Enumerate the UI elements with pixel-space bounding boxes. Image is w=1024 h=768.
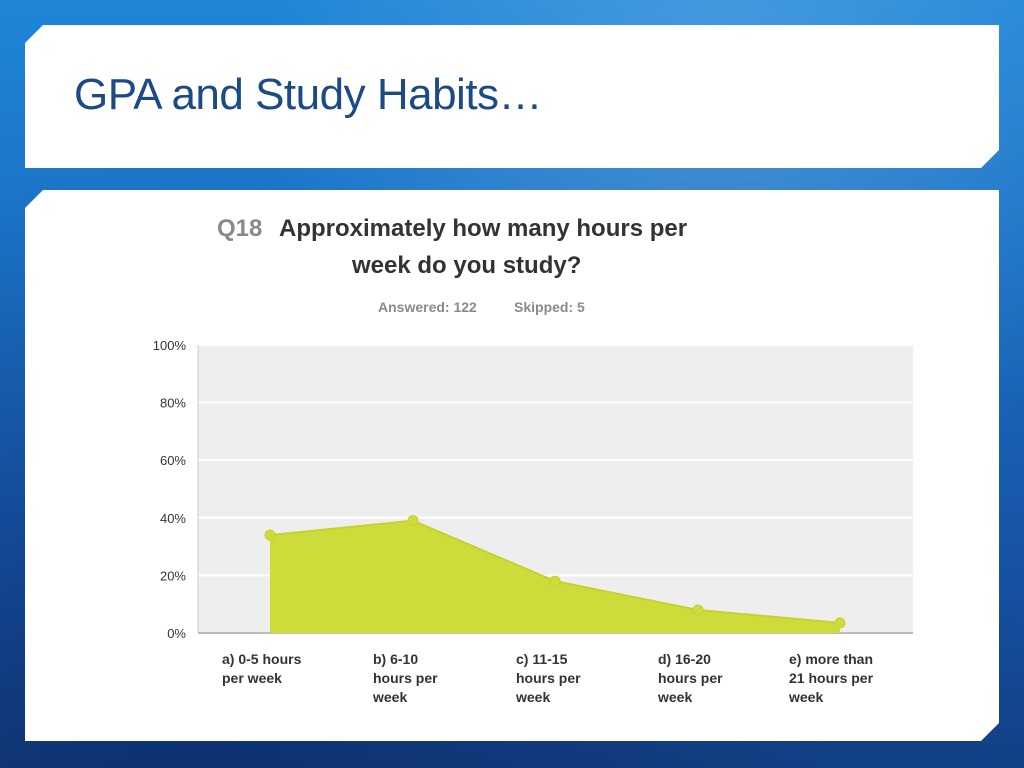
area-fill — [270, 521, 840, 633]
answered-count: Answered: 122 — [378, 299, 477, 315]
slide-title: GPA and Study Habits… — [74, 70, 543, 119]
y-tick-label: 60% — [160, 453, 186, 468]
skipped-count: Skipped: 5 — [514, 299, 585, 315]
y-tick-label: 0% — [167, 626, 186, 641]
data-point — [693, 605, 703, 615]
data-point — [408, 516, 418, 526]
x-category-label: e) more than 21 hours per week — [788, 651, 874, 705]
data-point — [265, 530, 275, 540]
data-point — [550, 576, 560, 586]
x-category-label: c) 11-15 hours per week — [515, 651, 581, 705]
plot-area: 0% 20% 40% 60% 80% 100% a) 0-5 hours per week b)… — [153, 338, 913, 705]
y-tick-label: 80% — [160, 396, 186, 411]
data-point — [835, 618, 845, 628]
y-tick-label: 100% — [153, 338, 187, 353]
x-category-label: b) 6-10 hours per week — [372, 651, 438, 705]
question-text-line2: week do you study? — [351, 252, 581, 279]
question-text-line1: Approximately how many hours per — [279, 215, 687, 242]
y-tick-label: 40% — [160, 511, 186, 526]
content-panel: Q18 Approximately how many hours per wee… — [25, 190, 999, 741]
y-tick-label: 20% — [160, 568, 186, 583]
question-number: Q18 — [217, 215, 262, 242]
x-category-label: d) 16-20 hours per week — [657, 651, 723, 705]
title-panel — [25, 25, 999, 168]
x-category-label: a) 0-5 hours per week — [222, 651, 302, 686]
survey-chart: Q18 Approximately how many hours per wee… — [25, 190, 999, 741]
